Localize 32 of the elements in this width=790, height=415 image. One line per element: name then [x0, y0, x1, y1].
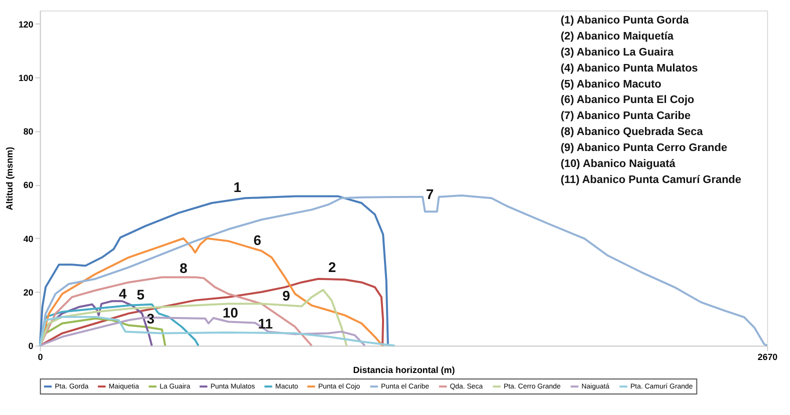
annotation: (8) Abanico Quebrada Seca — [560, 126, 704, 138]
annotation: 11 — [258, 316, 273, 332]
annotation: 5 — [136, 286, 145, 303]
y-tick-label: 20 — [23, 287, 34, 298]
annotation: 8 — [180, 260, 188, 276]
x-tick-label: 2670 — [758, 352, 778, 362]
annotation: (7) Abanico Punta Caribe — [560, 110, 691, 122]
y-axis-title: Altitud (msnm) — [4, 146, 14, 210]
annotation: (2) Abanico Maiquetía — [560, 30, 674, 42]
annotation: 6 — [253, 232, 262, 248]
annotation: (5) Abanico Macuto — [560, 78, 662, 90]
annotation: 9 — [282, 288, 290, 304]
annotation: (1) Abanico Punta Gorda — [560, 14, 690, 26]
annotation: 7 — [426, 186, 434, 202]
annotation: (9) Abanico Punta Cerro Grande — [560, 142, 728, 154]
annotation: (10) Abanico Naiguatá — [560, 158, 676, 170]
y-tick-label: 120 — [18, 19, 34, 30]
annotation: 2 — [328, 258, 336, 275]
y-tick-label: 40 — [23, 234, 34, 244]
y-tick-label: 100 — [18, 72, 34, 83]
y-tick-label: 80 — [23, 126, 34, 137]
annotation: (11) Abanico Punta Camurí Grande — [560, 174, 742, 186]
annotation: 3 — [146, 310, 155, 327]
annotation: 1 — [234, 179, 242, 196]
annotation: (6) Abanico Punta El Cojo — [560, 94, 695, 106]
y-tick-label: 60 — [23, 180, 34, 190]
y-tick-label: 0 — [28, 341, 34, 352]
annotation: (4) Abanico Punta Mulatos — [560, 62, 698, 74]
annotation: 4 — [118, 286, 127, 302]
x-axis-title: Distancia horizontal (m) — [353, 365, 455, 376]
annotation: (3) Abanico La Guaira — [560, 46, 674, 58]
annotation: 10 — [222, 304, 238, 321]
